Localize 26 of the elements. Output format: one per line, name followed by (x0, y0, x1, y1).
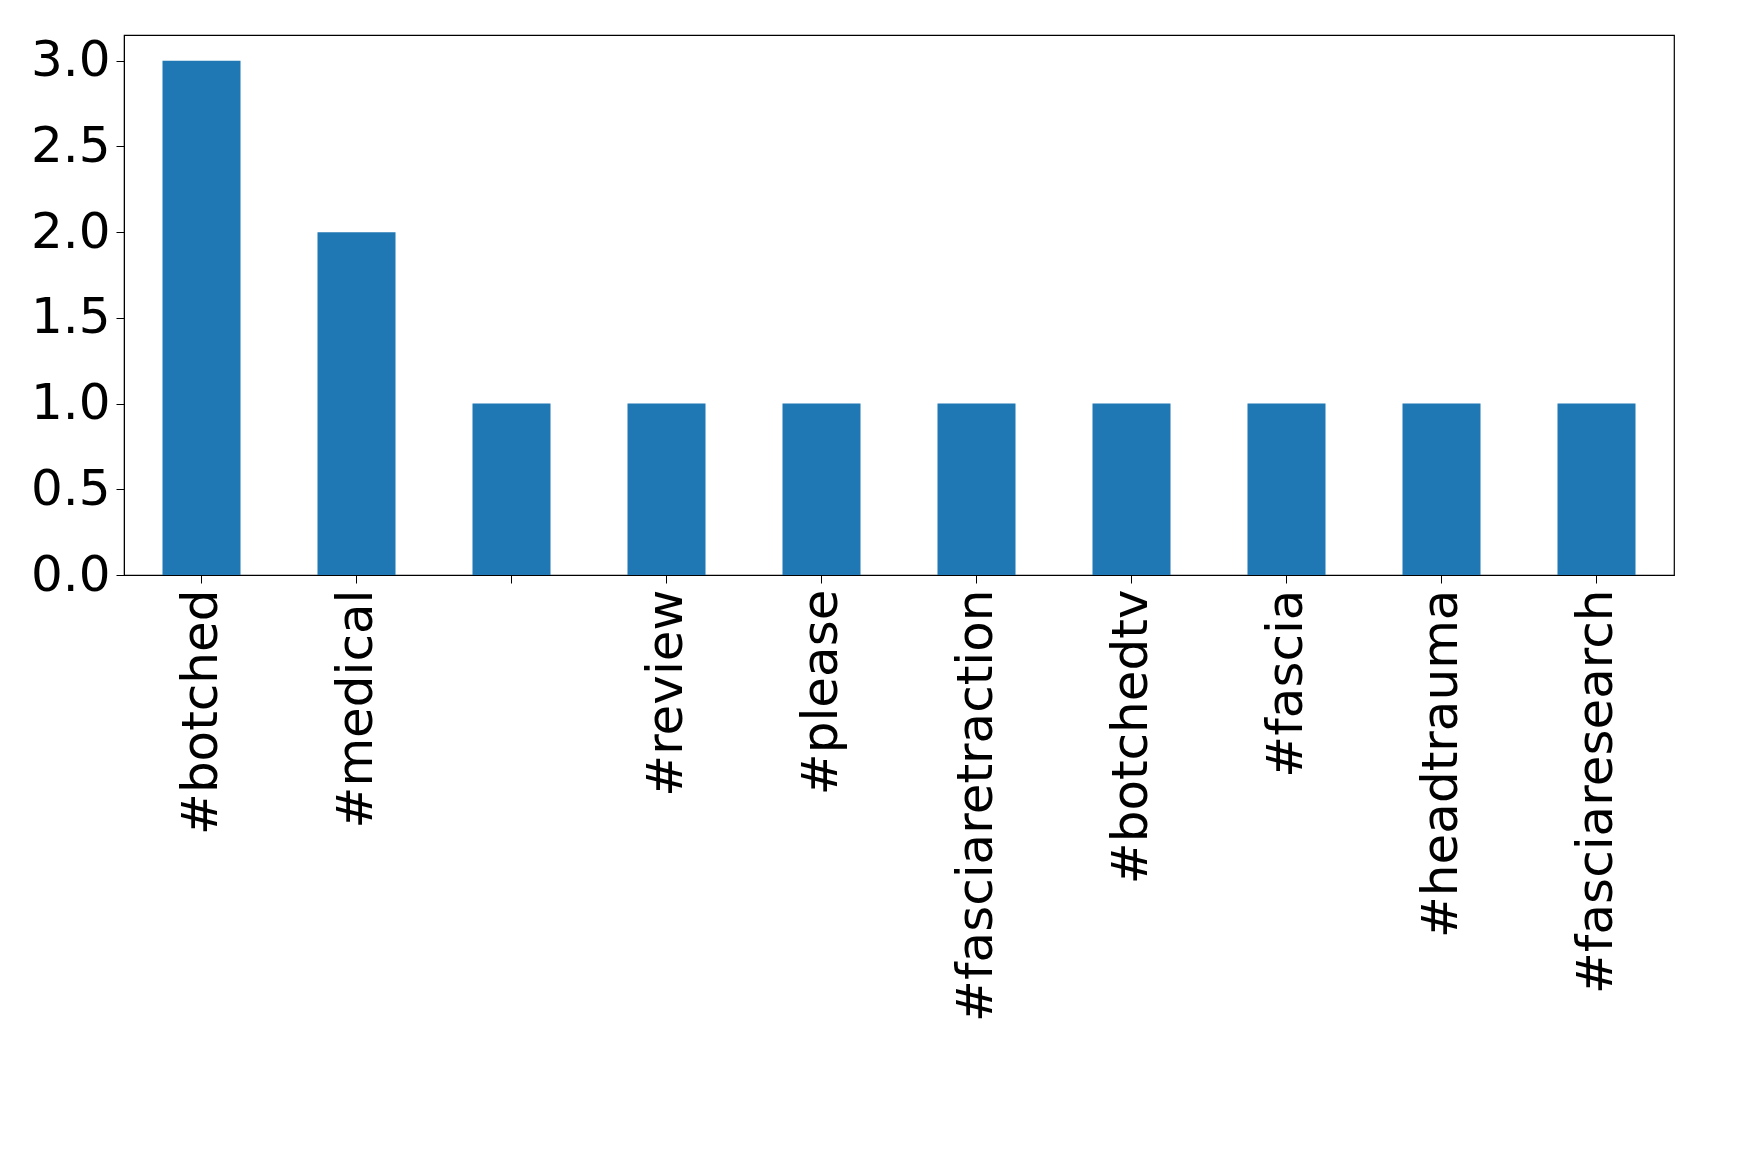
y-tick-label: 2.5 (30, 115, 111, 174)
x-tick-label: #please (790, 589, 849, 796)
bar (1247, 403, 1326, 575)
y-tick-label: 0.0 (30, 544, 111, 603)
y-tick-label: 1.5 (30, 287, 111, 346)
bar (472, 403, 551, 575)
x-tick-label: #fascia (1255, 589, 1314, 778)
x-tick-label: #botched (170, 589, 229, 836)
bar (162, 60, 241, 575)
y-tick-label: 3.0 (30, 30, 111, 89)
y-tick-label: 0.5 (30, 458, 111, 517)
x-tick-label: #medical (325, 589, 384, 829)
x-tick-label: #botchedtv (1100, 589, 1159, 885)
bar (1557, 403, 1636, 575)
bar (782, 403, 861, 575)
x-tick-label: #fasciaresearch (1565, 589, 1624, 995)
bar (1402, 403, 1481, 575)
x-tick-label: #review (635, 589, 694, 797)
y-tick-label: 1.0 (30, 373, 111, 432)
bar (937, 403, 1016, 575)
bar (627, 403, 706, 575)
bar (1092, 403, 1171, 575)
bar (317, 232, 396, 575)
x-tick-label: #headtrauma (1410, 589, 1469, 939)
x-tick-label: #fasciaretraction (945, 589, 1004, 1022)
y-tick-label: 2.0 (30, 201, 111, 260)
